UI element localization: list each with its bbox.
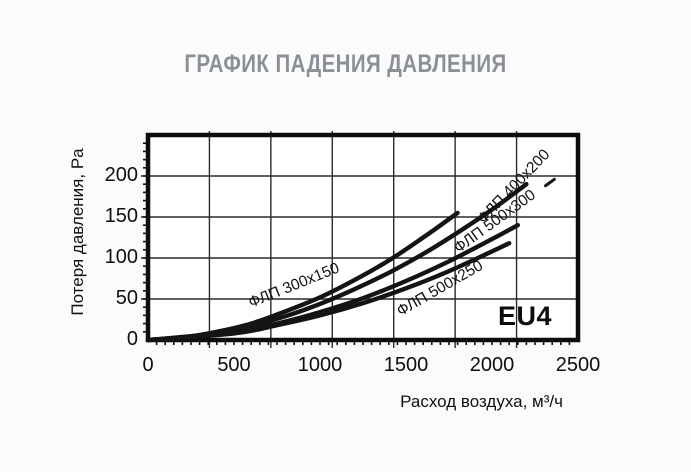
y-tick-label: 150 — [104, 205, 138, 227]
y-tick-label: 0 — [126, 328, 138, 350]
y-axis-title: Потеря давления, Pa — [68, 148, 87, 316]
chart-title-text: ГРАФИК ПАДЕНИЯ ДАВЛЕНИЯ — [184, 50, 507, 78]
y-tick-label: 200 — [104, 164, 138, 186]
x-tick-label: 2500 — [555, 354, 601, 376]
x-tick-label: 1000 — [297, 354, 343, 376]
y-tick-label: 50 — [115, 287, 138, 309]
curve-1 — [145, 182, 529, 343]
plot-border — [145, 132, 581, 343]
x-axis-title: Расход воздуха, м³/ч — [400, 392, 563, 411]
chart-title: ГРАФИК ПАДЕНИЯ ДАВЛЕНИЯ — [0, 50, 691, 79]
x-tick-label: 1500 — [383, 354, 429, 376]
x-tick-label: 500 — [217, 354, 251, 376]
filter-class-badge: EU4 — [498, 301, 553, 331]
x-tick-label: 0 — [142, 354, 154, 376]
curve-3 — [145, 241, 512, 343]
x-tick-label: 2000 — [469, 354, 515, 376]
y-tick-label: 100 — [104, 246, 138, 268]
